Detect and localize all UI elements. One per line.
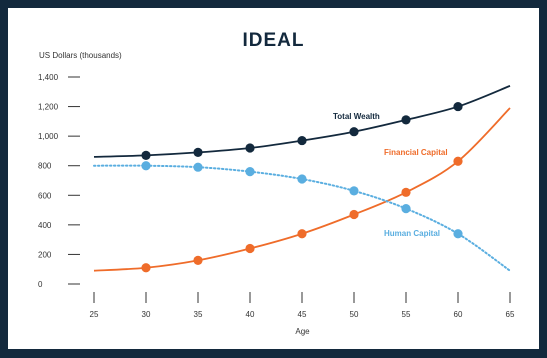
y-tick-label: 800 (38, 162, 52, 171)
x-tick-label: 40 (246, 310, 255, 319)
human-capital-point (141, 161, 151, 171)
total-wealth-point (141, 150, 151, 160)
total-wealth-point (453, 101, 463, 112)
x-tick-label: 55 (402, 310, 411, 319)
x-axis-label: Age (295, 327, 310, 336)
human-capital-point (245, 167, 255, 177)
x-tick-label: 65 (506, 310, 515, 319)
human-capital-point (401, 203, 411, 214)
x-tick-label: 45 (298, 310, 307, 319)
financial-capital-point (453, 156, 463, 166)
x-tick-label: 25 (90, 310, 99, 319)
axes: 0 200 400 600 800 1,000 1,200 1,400 25 30 35 40 45 50… (38, 73, 515, 319)
chart-title: IDEAL (242, 30, 305, 51)
y-tick-label: 400 (38, 221, 52, 230)
x-tick-label: 50 (350, 310, 359, 319)
financial-capital-point (297, 229, 307, 239)
financial-capital-point (349, 209, 359, 220)
financial-capital-point (401, 187, 411, 197)
total-wealth-point (401, 115, 411, 125)
financial-capital-label: Financial Capital (384, 148, 448, 157)
human-capital-point (349, 186, 359, 196)
financial-capital-line (93, 107, 511, 272)
y-tick-label: 200 (38, 250, 52, 259)
y-tick-label: 0 (38, 280, 43, 289)
x-tick-label: 35 (194, 310, 203, 319)
human-capital-point (297, 174, 307, 184)
financial-capital-point (141, 263, 151, 273)
total-wealth-line (93, 85, 511, 158)
series-labels: Total Wealth Financial Capital Human Capit… (333, 112, 448, 238)
human-capital-point (453, 229, 463, 239)
human-capital-point (193, 162, 203, 172)
total-wealth-point (193, 147, 203, 158)
y-tick-label: 1,000 (38, 132, 59, 141)
y-tick-label: 1,400 (38, 73, 59, 82)
financial-capital-point (193, 255, 203, 265)
y-tick-label: 1,200 (38, 103, 59, 112)
total-wealth-point (245, 143, 255, 153)
y-tick-label: 600 (38, 191, 52, 200)
x-tick-label: 60 (454, 310, 463, 319)
human-capital-label: Human Capital (384, 229, 440, 238)
total-wealth-point (297, 135, 307, 146)
series-markers (141, 101, 463, 273)
financial-capital-point (245, 243, 255, 254)
total-wealth-label: Total Wealth (333, 112, 380, 121)
x-tick-label: 30 (142, 310, 151, 319)
total-wealth-point (349, 127, 359, 137)
y-axis-label: US Dollars (thousands) (39, 51, 122, 60)
